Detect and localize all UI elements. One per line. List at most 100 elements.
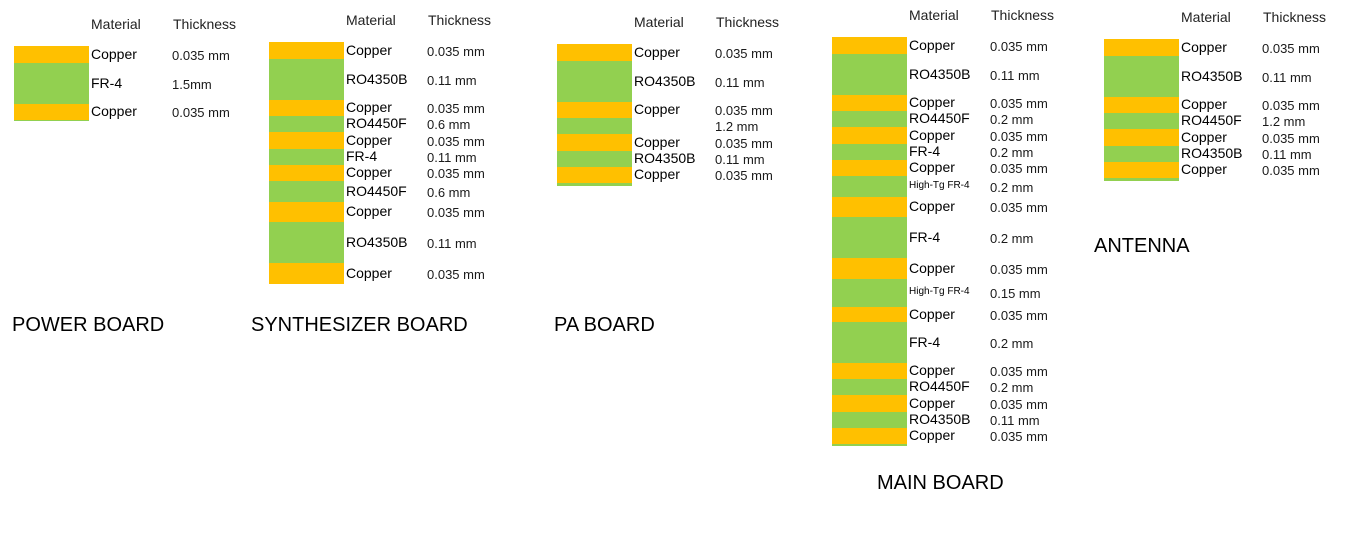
layer-thickness-label: 0.035 mm xyxy=(990,429,1048,444)
layer-copper xyxy=(1104,39,1179,56)
layer-copper xyxy=(269,263,344,284)
layer-thickness-label: 0.11 mm xyxy=(715,152,765,167)
layer-copper xyxy=(832,127,907,144)
layer-copper xyxy=(269,100,344,116)
layer-material-label: Copper xyxy=(909,394,955,411)
layer-dielectric xyxy=(269,222,344,263)
layer-material-label: RO4350B xyxy=(346,70,408,87)
layer-thickness-label: 0.035 mm xyxy=(1262,98,1320,113)
layer-copper xyxy=(269,132,344,149)
layer-dielectric xyxy=(832,379,907,395)
layer-dielectric xyxy=(832,412,907,428)
layer-copper xyxy=(557,44,632,61)
layer-copper xyxy=(269,202,344,222)
layer-copper xyxy=(1104,97,1179,113)
layer-dielectric xyxy=(269,181,344,202)
layer-thickness-label: 0.2 mm xyxy=(990,335,1034,351)
layer-thickness-label: 0.035 mm xyxy=(172,47,230,63)
layer-thickness-label: 0.035 mm xyxy=(172,105,230,120)
layer-dielectric xyxy=(832,322,907,363)
layer-copper xyxy=(832,428,907,444)
layer-copper xyxy=(557,102,632,118)
layer-thickness-label: 0.035 mm xyxy=(427,205,485,220)
layer-material-label: FR-4 xyxy=(909,143,941,159)
layer-thickness-label: 0.11 mm xyxy=(427,150,477,165)
layer-thickness-label: 0.035 mm xyxy=(990,200,1048,215)
layer-material-label: RO4350B xyxy=(634,150,696,166)
layer-copper xyxy=(14,46,89,63)
layer-copper xyxy=(557,167,632,183)
layer-material-label: Copper xyxy=(909,36,955,53)
layer-copper xyxy=(832,363,907,379)
layer-material-label: Copper xyxy=(346,41,392,58)
layer-material-label: Copper xyxy=(909,198,955,214)
layer-material-label: Copper xyxy=(634,43,680,60)
layer-material-label: RO4450F xyxy=(346,182,407,199)
layer-thickness-label: 0.6 mm xyxy=(427,117,471,132)
layer-dielectric xyxy=(832,176,907,197)
layer-thickness-label: 1.2 mm xyxy=(715,119,759,134)
layer-material-label: Copper xyxy=(1181,96,1227,112)
layer-material-label: Copper xyxy=(909,126,955,143)
layer-material-label: FR-4 xyxy=(91,74,123,91)
layer-copper xyxy=(832,197,907,217)
layer-material-label: Copper xyxy=(346,131,392,148)
layer-dielectric xyxy=(1104,146,1179,162)
layer-thickness-label: 0.2 mm xyxy=(990,380,1034,395)
layer-material-label: Copper xyxy=(1181,128,1227,145)
layer-material-label: FR-4 xyxy=(909,333,941,350)
layer-material-label: Copper xyxy=(346,203,392,219)
thickness-header: Thickness xyxy=(428,12,492,28)
layer-dielectric xyxy=(557,151,632,167)
layer-material-label: Copper xyxy=(1181,38,1227,55)
layer-dielectric xyxy=(269,116,344,132)
layer-thickness-label: 0.035 mm xyxy=(990,307,1048,323)
layer-thickness-label: 0.11 mm xyxy=(1262,147,1312,162)
material-header: Material xyxy=(634,14,684,30)
layer-thickness-label: 1.2 mm xyxy=(1262,114,1306,129)
layer-material-label: High-Tg FR-4 xyxy=(909,286,970,297)
layer-material-label: Copper xyxy=(91,45,137,62)
layer-dielectric-edge xyxy=(14,120,89,121)
layer-copper xyxy=(14,104,89,120)
layer-dielectric xyxy=(557,61,632,102)
layer-material-label: RO4450F xyxy=(346,115,407,131)
layer-thickness-label: 0.035 mm xyxy=(427,266,485,282)
layer-thickness-label: 0.2 mm xyxy=(990,145,1034,160)
synthesizer-board-title: SYNTHESIZER BOARD xyxy=(251,314,468,336)
layer-material-label: High-Tg FR-4 xyxy=(909,179,970,191)
layer-material-label: Copper xyxy=(346,99,392,115)
layer-thickness-label: 0.11 mm xyxy=(427,235,477,251)
layer-thickness-label: 0.035 mm xyxy=(990,161,1048,176)
layer-material-label: Copper xyxy=(909,159,955,175)
layer-material-label: RO4350B xyxy=(1181,67,1243,84)
layer-thickness-label: 1.5mm xyxy=(172,76,212,92)
layer-thickness-label: 0.035 mm xyxy=(1262,163,1320,178)
layer-thickness-label: 0.035 mm xyxy=(427,101,485,116)
layer-material-label: FR-4 xyxy=(346,148,378,164)
layer-thickness-label: 0.035 mm xyxy=(427,166,485,181)
layer-material-label: RO4350B xyxy=(346,233,408,250)
layer-dielectric xyxy=(832,217,907,258)
main-board-title: MAIN BOARD xyxy=(877,472,1004,494)
layer-thickness-label: 0.6 mm xyxy=(427,184,471,200)
layer-material-label: Copper xyxy=(909,305,955,322)
layer-dielectric xyxy=(14,63,89,104)
layer-copper xyxy=(269,165,344,181)
layer-thickness-label: 0.11 mm xyxy=(427,72,477,88)
layer-material-label: Copper xyxy=(634,166,680,182)
layer-dielectric xyxy=(1104,56,1179,97)
layer-thickness-label: 0.035 mm xyxy=(1262,130,1320,146)
layer-thickness-label: 0.035 mm xyxy=(427,43,485,59)
power-board-title: POWER BOARD xyxy=(12,314,165,336)
layer-thickness-label: 0.11 mm xyxy=(715,74,765,90)
layer-material-label: Copper xyxy=(1181,161,1227,177)
layer-thickness-label: 0.035 mm xyxy=(990,128,1048,144)
layer-thickness-label: 0.11 mm xyxy=(990,67,1040,83)
layer-thickness-label: 0.2 mm xyxy=(990,179,1034,195)
layer-material-label: RO4450F xyxy=(909,378,970,394)
layer-copper xyxy=(832,160,907,176)
layer-thickness-label: 0.2 mm xyxy=(990,230,1034,246)
layer-material-label: Copper xyxy=(346,164,392,180)
thickness-header: Thickness xyxy=(1263,9,1327,25)
